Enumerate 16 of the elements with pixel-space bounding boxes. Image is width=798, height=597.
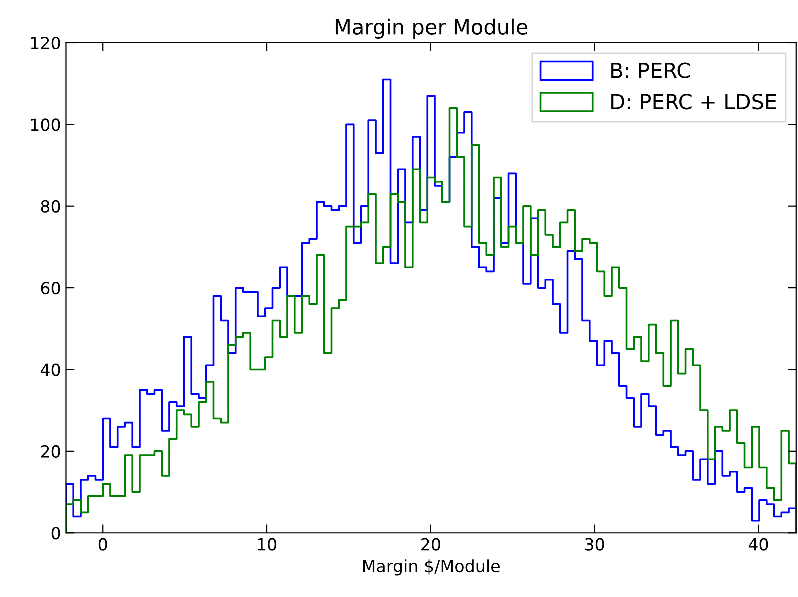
legend-label: B: PERC bbox=[612, 62, 690, 78]
x-axis-title: Margin $/Module bbox=[363, 560, 500, 576]
legend-label: D: PERC + LDSE bbox=[612, 94, 776, 110]
x-tick-label: 20 bbox=[422, 538, 440, 551]
y-tick-label: 120 bbox=[31, 36, 60, 50]
x-tick-label: 0 bbox=[98, 538, 108, 551]
y-tick-label: 80 bbox=[41, 200, 60, 213]
chart-title: Margin per Module bbox=[336, 18, 528, 39]
x-tick-label: 30 bbox=[585, 538, 604, 551]
x-tick-label: 10 bbox=[258, 538, 277, 551]
x-tick-label: 40 bbox=[748, 538, 768, 551]
y-tick-label: 20 bbox=[41, 445, 60, 458]
y-tick-label: 60 bbox=[41, 282, 60, 295]
y-tick-label: 40 bbox=[40, 364, 60, 376]
y-tick-label: 100 bbox=[31, 118, 60, 132]
y-tick-label: 0 bbox=[52, 527, 60, 540]
